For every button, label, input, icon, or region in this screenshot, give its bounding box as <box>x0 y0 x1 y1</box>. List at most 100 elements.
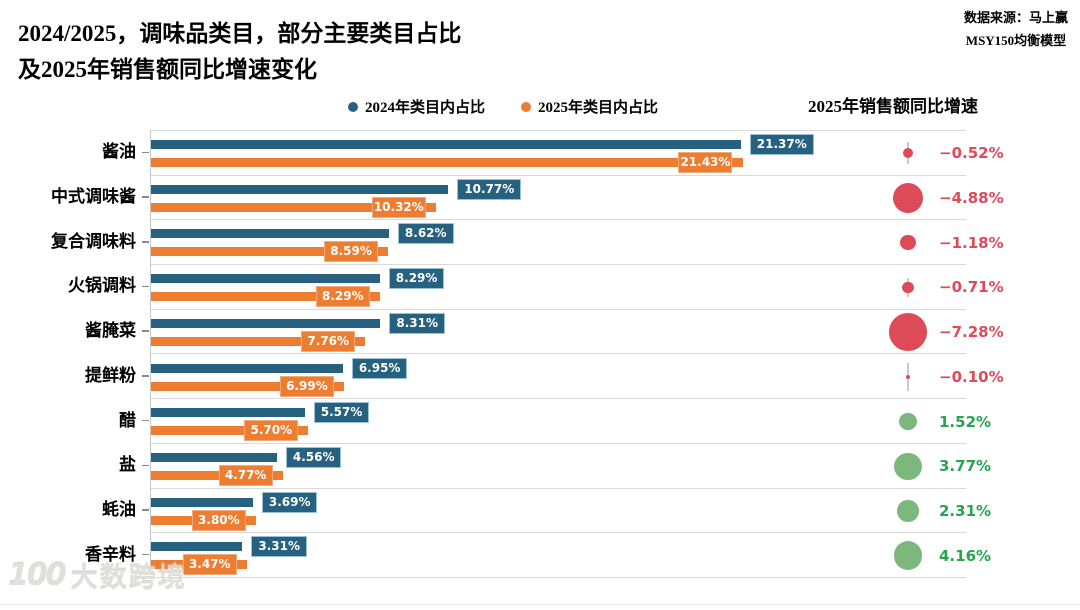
value-label-2024: 8.62% <box>397 223 454 245</box>
legend-label-2024: 2024年类目内占比 <box>365 100 486 116</box>
bar-2024 <box>151 408 305 418</box>
axis-tick <box>142 375 149 377</box>
growth-bubble <box>900 235 916 251</box>
chart-title-line2: 及2025年销售额同比增速变化 <box>18 57 317 82</box>
value-label-2024: 4.56% <box>285 446 342 468</box>
category-row: 3.31% 3.47% 4.16% <box>151 533 991 578</box>
bar-2024 <box>151 184 449 194</box>
category-row: 4.56% 4.77% 3.77% <box>151 444 991 489</box>
growth-value: −1.18% <box>939 233 1004 252</box>
growth-bubble <box>893 541 923 570</box>
category-row: 5.57% 5.70% 1.52% <box>151 399 991 444</box>
axis-tick <box>142 285 149 288</box>
category-label: 火锅调料 <box>68 276 136 296</box>
axis-tick <box>142 196 149 198</box>
chart-title-line1: 2024/2025，调味品类目，部分主要类目占比 <box>18 21 462 46</box>
value-label-2025: 7.76% <box>301 330 356 352</box>
growth-value: 4.16% <box>939 546 992 565</box>
bar-2025 <box>151 336 366 346</box>
category-label: 提鲜粉 <box>85 365 136 385</box>
value-label-2024: 8.31% <box>389 312 445 334</box>
growth-value: −0.71% <box>939 278 1004 297</box>
legend-dot-2024-icon <box>348 101 358 112</box>
bar-2024 <box>151 363 343 373</box>
value-label-2025: 3.47% <box>182 554 237 576</box>
data-source-line1: 数据来源：马上赢 <box>963 10 1068 25</box>
growth-value: 2.31% <box>939 501 992 520</box>
value-label-2025: 6.99% <box>279 375 334 397</box>
bar-2025 <box>151 247 389 257</box>
value-label-2025: 8.59% <box>324 241 379 263</box>
legend-item-2025: 2025年类目内占比 <box>521 96 658 117</box>
bar-2025 <box>151 202 436 212</box>
axis-tick <box>142 553 149 556</box>
value-label-2025: 10.32% <box>371 196 426 218</box>
growth-value: −0.10% <box>939 367 1004 386</box>
value-label-2024: 3.69% <box>261 491 318 513</box>
bar-2024 <box>151 140 741 149</box>
growth-bubble <box>892 182 924 214</box>
category-label: 盐 <box>119 455 136 475</box>
growth-value: −7.28% <box>939 323 1004 342</box>
growth-bubble <box>902 148 914 159</box>
data-source: 数据来源：马上赢 MSY150均衡模型 <box>964 6 1068 52</box>
growth-value: −0.52% <box>939 144 1004 163</box>
axis-tick <box>142 509 149 511</box>
growth-bubble <box>889 313 927 352</box>
bar-2025 <box>151 381 344 391</box>
growth-value: 3.77% <box>939 457 992 476</box>
axis-tick <box>142 151 149 154</box>
category-row: 3.69% 3.80% 2.31% <box>151 489 991 534</box>
watermark: 100 大数跨境 <box>8 556 187 595</box>
axis-tick <box>142 330 149 332</box>
growth-bubble <box>905 374 911 380</box>
legend-item-2024: 2024年类目内占比 <box>348 96 485 117</box>
bar-2025 <box>151 292 380 302</box>
plot-area: 21.37% 21.43% −0.52% 10.77% 10.32% −4.88% 8.62… <box>150 130 1004 578</box>
value-label-2024: 3.31% <box>251 536 307 558</box>
data-source-line2: MSY150均衡模型 <box>965 33 1067 48</box>
value-label-2024: 6.95% <box>351 357 408 379</box>
growth-bubble <box>894 452 922 480</box>
bar-2024 <box>151 318 381 328</box>
axis-tick <box>142 241 149 243</box>
watermark-logo-icon: 100 <box>8 558 67 593</box>
category-label: 醋 <box>119 410 136 430</box>
growth-column-header: 2025年销售额同比增速 <box>808 97 978 116</box>
chart-title: 2024/2025，调味品类目，部分主要类目占比 及2025年销售额同比增速变化 <box>18 16 461 88</box>
bar-2024 <box>151 274 380 284</box>
bar-2024 <box>151 542 243 552</box>
value-label-2024: 21.37% <box>749 134 814 155</box>
legend: 2024年类目内占比 2025年类目内占比 <box>348 96 658 117</box>
watermark-text: 大数跨境 <box>70 563 187 593</box>
category-label: 中式调味酱 <box>51 187 136 207</box>
growth-bubble <box>897 500 919 522</box>
category-label: 酱油 <box>102 142 136 162</box>
value-label-2025: 8.29% <box>315 286 370 308</box>
growth-bubble <box>902 281 914 294</box>
bar-2025 <box>151 158 743 167</box>
value-label-2024: 8.29% <box>388 268 445 290</box>
value-label-2025: 3.80% <box>191 509 246 531</box>
axis-tick <box>142 464 149 466</box>
growth-value: −4.88% <box>939 189 1004 208</box>
legend-dot-2025-icon <box>521 101 532 112</box>
legend-label-2025: 2025年类目内占比 <box>538 100 659 116</box>
category-row: 8.31% 7.76% −7.28% <box>151 310 1004 355</box>
category-row: 10.77% 10.32% −4.88% <box>151 176 1004 221</box>
category-label: 香辛料 <box>85 544 136 564</box>
bar-2024 <box>151 452 277 462</box>
category-label: 复合调味料 <box>51 231 136 251</box>
category-label: 蚝油 <box>102 499 136 519</box>
category-row: 8.29% 8.29% −0.71% <box>151 265 1004 310</box>
bar-2025 <box>151 426 309 436</box>
category-label: 酱腌菜 <box>85 321 136 341</box>
bar-2024 <box>151 229 389 239</box>
value-label-2025: 4.77% <box>218 464 273 486</box>
bar-2024 <box>151 497 253 507</box>
bottom-divider <box>0 604 1080 605</box>
value-label-2025: 5.70% <box>244 420 299 442</box>
category-row: 8.62% 8.59% −1.18% <box>151 220 1004 266</box>
category-row: 21.37% 21.43% −0.52% <box>151 131 1004 176</box>
value-label-2024: 10.77% <box>457 178 522 200</box>
